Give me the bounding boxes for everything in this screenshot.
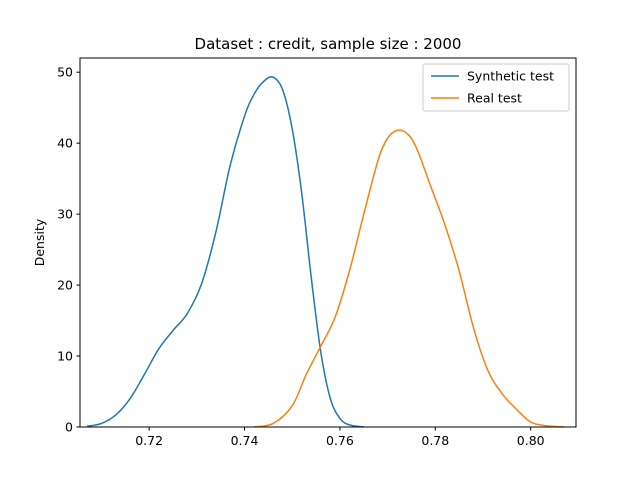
y-tick-label: 10 <box>57 349 73 364</box>
x-tick-label: 0.80 <box>517 433 545 448</box>
legend-label-1: Real test <box>467 91 522 106</box>
series-line-0 <box>87 76 364 428</box>
y-tick-label: 30 <box>57 207 73 222</box>
y-tick-label: 20 <box>57 278 73 293</box>
legend-label-0: Synthetic test <box>467 69 554 84</box>
y-tick-label: 40 <box>57 136 73 151</box>
legend: Synthetic test Real test <box>422 63 570 112</box>
axes-frame <box>79 57 577 428</box>
y-axis-label: Density <box>32 218 47 266</box>
y-tick-label: 50 <box>57 65 73 80</box>
axes: 0.72 0.74 0.76 0.78 0.80 0 10 20 30 40 50 <box>57 57 577 448</box>
series-line-1 <box>253 129 565 428</box>
x-tick-label: 0.74 <box>231 433 259 448</box>
x-tick-label: 0.76 <box>326 433 354 448</box>
series-layer <box>87 76 565 428</box>
y-tick-label: 0 <box>65 420 73 435</box>
x-tick-label: 0.72 <box>135 433 163 448</box>
chart-title: Dataset : credit, sample size : 2000 <box>195 35 462 53</box>
legend-box <box>422 63 570 112</box>
x-tick-label: 0.78 <box>421 433 449 448</box>
